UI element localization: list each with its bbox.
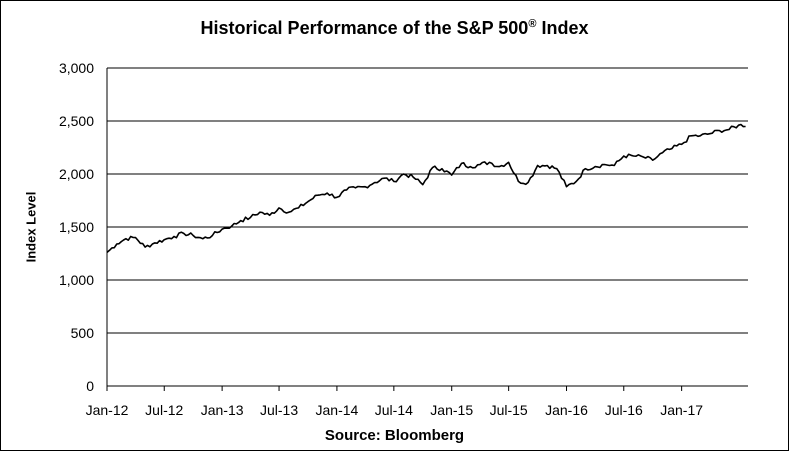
series-line bbox=[106, 123, 746, 254]
x-tick-label: Jul-13 bbox=[260, 402, 298, 418]
x-tick-label: Jan-13 bbox=[201, 402, 244, 418]
y-tick-label: 1,000 bbox=[59, 272, 94, 288]
x-tick-label: Jan-15 bbox=[430, 402, 473, 418]
x-tick-label: Jul-15 bbox=[490, 402, 528, 418]
source-note: Source: Bloomberg bbox=[324, 427, 465, 444]
y-tick-label: 500 bbox=[71, 325, 95, 341]
y-tick-label: 1,500 bbox=[59, 219, 94, 235]
chart-title: Historical Performance of the S&P 500® I… bbox=[0, 18, 789, 39]
chart-title-suffix: Index bbox=[541, 18, 589, 38]
x-tick-label: Jan-16 bbox=[545, 402, 588, 418]
registered-mark: ® bbox=[528, 18, 537, 30]
x-tick-label: Jan-17 bbox=[660, 402, 703, 418]
x-tick-label: Jul-16 bbox=[605, 402, 643, 418]
y-tick-label: 3,000 bbox=[59, 60, 94, 76]
y-tick-label: 2,000 bbox=[59, 166, 94, 182]
x-tick-label: Jan-14 bbox=[316, 402, 359, 418]
y-tick-label: 2,500 bbox=[59, 113, 94, 129]
x-tick-label: Jul-12 bbox=[145, 402, 183, 418]
x-tick-label: Jul-14 bbox=[375, 402, 413, 418]
y-tick-label: 0 bbox=[86, 378, 94, 394]
chart-title-text: Historical Performance of the S&P 500 bbox=[200, 18, 529, 38]
x-tick-label: Jan-12 bbox=[86, 402, 129, 418]
